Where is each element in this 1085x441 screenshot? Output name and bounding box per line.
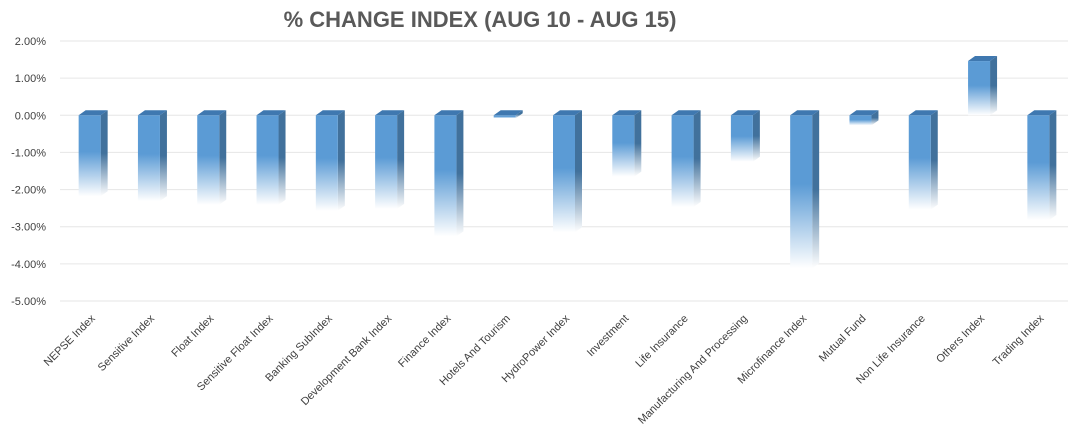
y-tick-label: -4.00%	[11, 259, 46, 271]
bar	[790, 110, 820, 269]
x-tick-label: Investment	[585, 313, 632, 360]
x-tick-label: Others Index	[934, 312, 987, 365]
bar	[968, 56, 998, 116]
bar	[1027, 110, 1057, 221]
bar	[434, 110, 464, 237]
y-tick-label: 1.00%	[15, 73, 46, 85]
bar	[849, 110, 879, 126]
x-tick-label: Manufacturing And Processing	[636, 313, 750, 427]
bar	[375, 110, 405, 209]
y-tick-label: -1.00%	[11, 147, 46, 159]
x-tick-label: Mutual Fund	[817, 313, 869, 365]
x-tick-label: Life Insurance	[633, 313, 690, 370]
y-tick-label: -2.00%	[11, 185, 46, 197]
bar	[197, 110, 227, 205]
bar	[256, 110, 286, 205]
bar	[612, 110, 642, 177]
bar	[78, 110, 108, 197]
x-tick-label: Sensitive Index	[96, 312, 158, 374]
bar	[553, 110, 582, 233]
x-tick-label: Trading Index	[991, 312, 1047, 368]
bar	[315, 110, 345, 211]
y-tick-label: -5.00%	[11, 296, 46, 308]
x-tick-label: Finance Index	[396, 312, 454, 370]
x-tick-label: Float Index	[169, 312, 216, 359]
bar	[137, 110, 167, 202]
y-tick-label: -3.00%	[11, 222, 46, 234]
bar	[493, 110, 523, 119]
bar	[908, 110, 938, 210]
x-tick-label: NEPSE Index	[42, 312, 98, 368]
chart-title: % CHANGE INDEX (AUG 10 - AUG 15)	[284, 7, 677, 32]
y-tick-label: 2.00%	[15, 36, 46, 48]
bar	[730, 110, 760, 162]
y-tick-label: 0.00%	[15, 110, 46, 122]
bar	[671, 110, 701, 208]
bars	[78, 56, 1057, 269]
y-axis-ticks: 2.00% 1.00% 0.00% -1.00% -2.00% -3.00% -4.00% -…	[11, 36, 46, 308]
